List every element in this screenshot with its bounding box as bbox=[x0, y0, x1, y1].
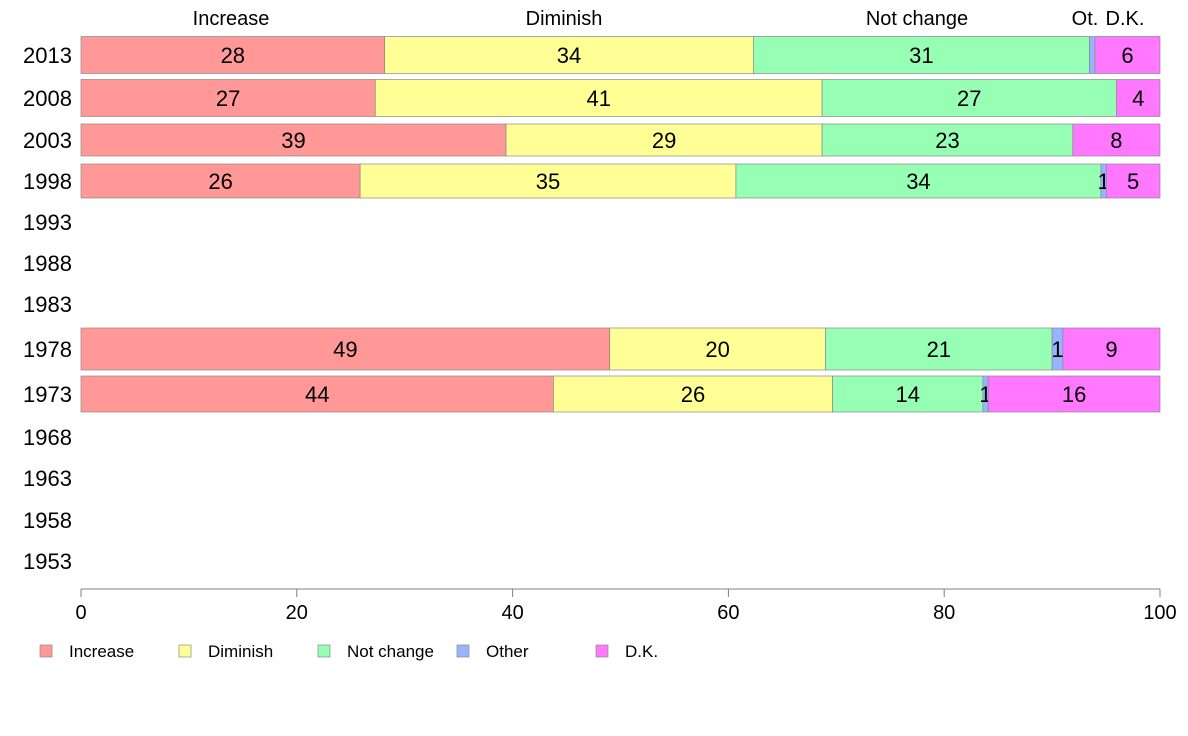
legend-swatch bbox=[456, 644, 470, 658]
y-tick-label: 1993 bbox=[23, 210, 72, 235]
column-header: Diminish bbox=[526, 8, 603, 30]
bars: 28 34 31 627 41 27 439 29 23 826 35 34 1 549 20 21 1 944 2… bbox=[80, 36, 1161, 413]
bar-segment bbox=[1116, 79, 1161, 117]
column-header: Ot. bbox=[1072, 8, 1099, 30]
bar-segment bbox=[80, 375, 554, 413]
bar-segment bbox=[359, 163, 737, 199]
column-header: Not change bbox=[866, 8, 968, 30]
data-label: 39 bbox=[281, 128, 305, 153]
x-tick-label: 20 bbox=[286, 602, 308, 624]
y-tick-label: 1973 bbox=[23, 382, 72, 407]
y-tick-label: 1988 bbox=[23, 251, 72, 276]
y-tick-label: 1978 bbox=[23, 337, 72, 362]
bar-segment bbox=[1094, 36, 1161, 74]
data-label: 49 bbox=[333, 337, 357, 362]
data-label: 4 bbox=[1132, 86, 1144, 111]
x-tick-label: 80 bbox=[933, 602, 955, 624]
data-label: 27 bbox=[216, 86, 240, 111]
y-tick-label: 2013 bbox=[23, 43, 72, 68]
bar-segment bbox=[735, 163, 1102, 199]
data-label: 1 bbox=[1051, 337, 1063, 362]
x-axis: 0 20 40 60 80 100 bbox=[75, 588, 1177, 624]
data-label: 8 bbox=[1110, 128, 1122, 153]
bar-segment bbox=[80, 123, 507, 157]
data-label: 27 bbox=[957, 86, 981, 111]
data-label: 26 bbox=[208, 169, 232, 194]
legend-label: Diminish bbox=[208, 642, 273, 661]
bar-segment bbox=[80, 163, 361, 199]
data-label: 16 bbox=[1062, 382, 1086, 407]
data-label: 6 bbox=[1121, 43, 1133, 68]
legend-label: Other bbox=[486, 642, 529, 661]
y-tick-label: 1983 bbox=[23, 292, 72, 317]
column-headers: Increase Diminish Not change Ot. D.K. bbox=[193, 8, 1145, 30]
data-label: 34 bbox=[557, 43, 581, 68]
data-label: 28 bbox=[221, 43, 245, 68]
legend-swatch bbox=[317, 644, 331, 658]
y-tick-label: 1963 bbox=[23, 466, 72, 491]
data-label: 5 bbox=[1127, 169, 1139, 194]
legend-label: D.K. bbox=[625, 642, 658, 661]
data-label: 20 bbox=[705, 337, 729, 362]
y-tick-label: 2003 bbox=[23, 128, 72, 153]
data-label: 29 bbox=[652, 128, 676, 153]
bar-segment bbox=[374, 79, 823, 117]
x-tick-label: 60 bbox=[717, 602, 739, 624]
legend-label: Increase bbox=[69, 642, 134, 661]
bar-segment bbox=[609, 327, 826, 371]
data-label: 41 bbox=[586, 86, 610, 111]
x-tick-label: 0 bbox=[75, 602, 86, 624]
data-label: 34 bbox=[906, 169, 930, 194]
bar-segment bbox=[832, 375, 984, 413]
legend-swatch bbox=[178, 644, 192, 658]
column-header: D.K. bbox=[1106, 8, 1145, 30]
column-header: Increase bbox=[193, 8, 270, 30]
y-tick-label: 1998 bbox=[23, 169, 72, 194]
bar-segment bbox=[384, 36, 754, 74]
bar-segment bbox=[80, 327, 611, 371]
y-tick-label: 1958 bbox=[23, 508, 72, 533]
legend: Increase Diminish Not change Other D.K. bbox=[39, 642, 658, 661]
legend-swatch bbox=[39, 644, 53, 658]
bar-segment bbox=[821, 79, 1117, 117]
bar-segment bbox=[80, 79, 376, 117]
bar-segment bbox=[987, 375, 1161, 413]
y-tick-label: 1953 bbox=[23, 549, 72, 574]
bar-segment bbox=[80, 36, 385, 74]
bar-segment bbox=[553, 375, 833, 413]
data-label: 31 bbox=[909, 43, 933, 68]
bar-segment bbox=[825, 327, 1053, 371]
data-label: 9 bbox=[1105, 337, 1117, 362]
bar-segment bbox=[752, 36, 1090, 74]
data-label: 21 bbox=[927, 337, 951, 362]
y-tick-label: 1968 bbox=[23, 425, 72, 450]
data-label: 35 bbox=[536, 169, 560, 194]
bar-segment bbox=[1072, 123, 1161, 157]
bar-segment bbox=[1062, 327, 1161, 371]
data-label: 44 bbox=[305, 382, 329, 407]
bar-segment bbox=[505, 123, 823, 157]
bar-segment bbox=[1105, 163, 1161, 199]
data-label: 23 bbox=[935, 128, 959, 153]
x-tick-label: 40 bbox=[501, 602, 523, 624]
legend-swatch bbox=[595, 644, 609, 658]
y-axis-labels: 2013 2008 2003 1998 1993 1988 1983 1978 1973 1968… bbox=[23, 43, 72, 574]
data-label: 26 bbox=[681, 382, 705, 407]
legend-label: Not change bbox=[347, 642, 434, 661]
bar-segment bbox=[1089, 36, 1096, 74]
data-label: 14 bbox=[895, 382, 919, 407]
y-tick-label: 2008 bbox=[23, 86, 72, 111]
x-tick-label: 100 bbox=[1143, 602, 1176, 624]
